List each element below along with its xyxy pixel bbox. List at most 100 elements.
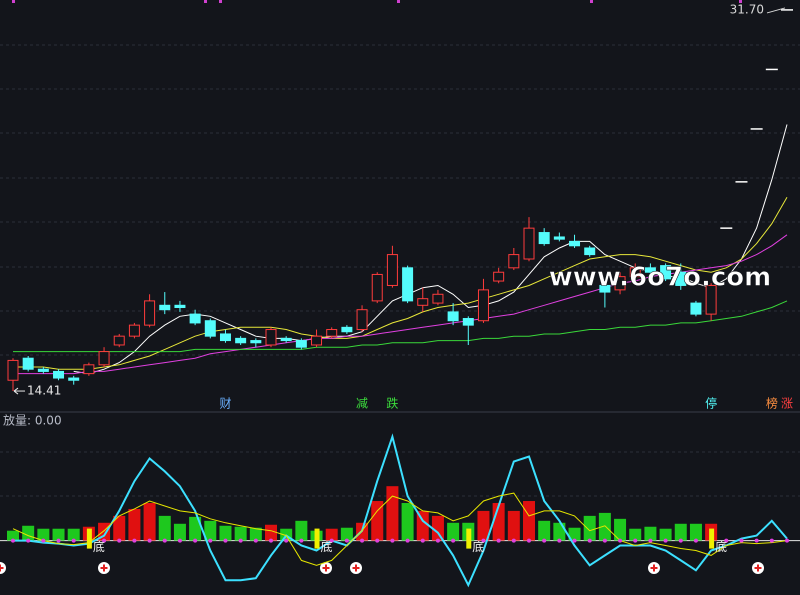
candle-body bbox=[53, 370, 65, 379]
volume-bar bbox=[598, 512, 611, 541]
signal-label: 底 bbox=[321, 539, 333, 554]
baseline-dot bbox=[496, 538, 501, 543]
volume-bar bbox=[674, 523, 687, 541]
ma-line bbox=[13, 300, 788, 353]
baseline-dot bbox=[284, 538, 289, 543]
candle-body bbox=[417, 298, 429, 306]
candle-body bbox=[644, 267, 656, 273]
candle-body bbox=[477, 289, 489, 322]
candle-body bbox=[144, 300, 156, 326]
high-price-arrow bbox=[766, 7, 786, 14]
volume-bar bbox=[538, 520, 551, 541]
volume-bar bbox=[523, 501, 535, 541]
baseline-dot bbox=[405, 538, 410, 543]
volume-bar bbox=[189, 516, 202, 541]
candle-body bbox=[371, 273, 383, 302]
signal-marker bbox=[314, 528, 320, 549]
baseline-dot bbox=[587, 538, 592, 543]
candle-body bbox=[614, 276, 626, 291]
volume-bar bbox=[173, 523, 186, 541]
signal-marker bbox=[466, 528, 472, 549]
baseline-dot bbox=[618, 538, 623, 543]
baseline-dot bbox=[11, 538, 15, 543]
candle-body bbox=[508, 254, 520, 269]
candle-body bbox=[98, 351, 110, 366]
candle-body bbox=[675, 271, 687, 286]
volume-bar bbox=[477, 510, 490, 541]
candle-body bbox=[204, 320, 216, 337]
candle-body bbox=[219, 333, 231, 342]
baseline-dot bbox=[162, 538, 167, 543]
baseline-dot bbox=[754, 538, 759, 543]
volume-bar bbox=[629, 528, 642, 541]
baseline-dot bbox=[511, 538, 516, 543]
indicator-title: 放量: 0.00 bbox=[3, 413, 62, 428]
volume-bar bbox=[52, 528, 65, 541]
candle-body bbox=[250, 340, 262, 344]
signal-label: 底 bbox=[472, 539, 484, 554]
event-label: 榜 bbox=[766, 396, 778, 411]
candle-body bbox=[128, 324, 140, 337]
volume-bar bbox=[234, 526, 247, 541]
volume-bar bbox=[568, 527, 581, 541]
baseline-dot bbox=[193, 538, 198, 543]
candle-body bbox=[705, 284, 717, 315]
candle-body bbox=[629, 267, 641, 278]
low-price-label: 14.41 bbox=[27, 384, 61, 398]
candle-body bbox=[584, 247, 596, 256]
baseline-dot bbox=[238, 538, 243, 543]
volume-bar bbox=[614, 518, 627, 541]
baseline-dot bbox=[71, 538, 76, 543]
volume-bar bbox=[22, 525, 35, 541]
volume-bar bbox=[416, 510, 429, 541]
baseline-dot bbox=[527, 538, 531, 543]
volume-bar bbox=[143, 503, 156, 541]
baseline-dot bbox=[344, 538, 349, 543]
volume-bar bbox=[67, 528, 80, 541]
candle-body bbox=[311, 335, 323, 346]
baseline-dot bbox=[56, 538, 61, 543]
candle-body bbox=[280, 337, 292, 342]
candle-body bbox=[356, 309, 368, 331]
baseline-dot bbox=[208, 538, 213, 543]
candle-body bbox=[432, 293, 444, 304]
panel-grid bbox=[0, 44, 800, 497]
indicator-line bbox=[12, 492, 788, 566]
baseline-dot bbox=[451, 538, 456, 543]
signal-label: 底 bbox=[93, 539, 105, 554]
baseline-dot bbox=[435, 538, 440, 543]
volume-bar bbox=[219, 525, 232, 541]
baseline-dot bbox=[375, 538, 380, 543]
signal-label: 底 bbox=[715, 539, 727, 554]
baseline-dot bbox=[177, 538, 182, 543]
volume-bar bbox=[249, 527, 262, 541]
baseline-dot bbox=[602, 538, 607, 543]
candle-body bbox=[83, 364, 95, 375]
candle-body bbox=[235, 337, 247, 344]
baseline-dot bbox=[557, 538, 562, 543]
baseline-dot bbox=[253, 538, 258, 543]
baseline-dot bbox=[633, 538, 638, 543]
candle-body bbox=[599, 284, 611, 293]
signal-marker bbox=[709, 528, 715, 549]
top-markers bbox=[12, 0, 742, 3]
volume-bar bbox=[295, 520, 308, 541]
candle-body bbox=[189, 313, 201, 324]
baseline-dot bbox=[648, 538, 653, 543]
baseline-dot bbox=[147, 538, 152, 543]
volume-bar bbox=[386, 486, 399, 541]
candle-body bbox=[447, 311, 459, 322]
candle-body bbox=[326, 329, 338, 337]
volume-bar bbox=[583, 515, 596, 541]
baseline-dot bbox=[481, 538, 486, 543]
candle-body bbox=[660, 265, 672, 280]
plus-icons bbox=[0, 562, 764, 574]
baseline-dot bbox=[41, 538, 46, 543]
candle-body bbox=[37, 368, 49, 372]
volume-bar bbox=[325, 528, 338, 541]
candle-body bbox=[265, 329, 277, 346]
candle-body bbox=[68, 377, 80, 381]
signal-marker bbox=[86, 528, 92, 549]
candle-body bbox=[341, 326, 353, 333]
